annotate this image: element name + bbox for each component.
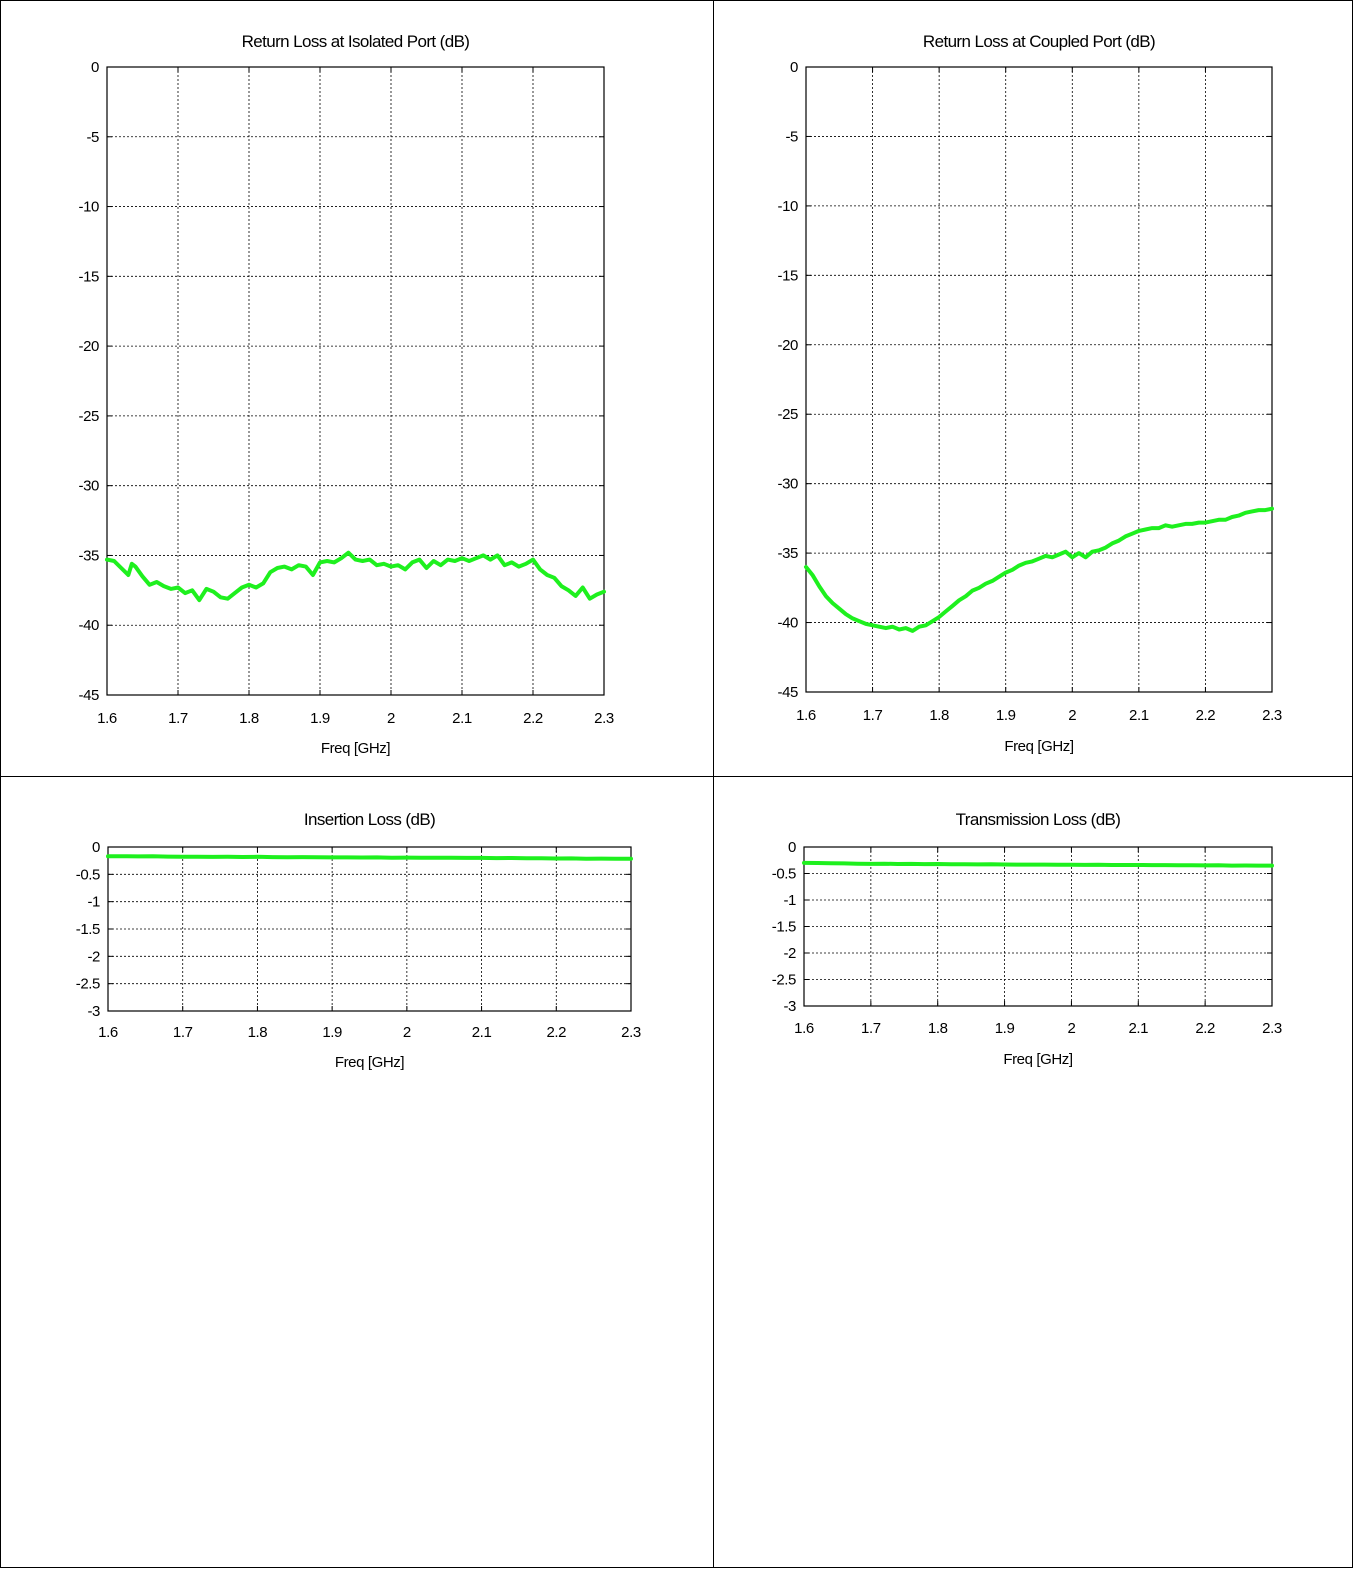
y-tick-label: -2 (87, 948, 100, 965)
y-tick-label: -2.5 (772, 972, 796, 989)
x-axis-label: Freq [GHz] (1003, 1051, 1073, 1068)
y-tick-label: -20 (79, 338, 100, 355)
series-line (105, 550, 606, 603)
x-tick-label: 1.6 (98, 1024, 118, 1041)
y-tick-label: -1 (87, 894, 100, 911)
y-tick-label: -15 (778, 267, 799, 284)
x-tick-label: 2 (403, 1024, 411, 1041)
x-tick-label: 1.9 (995, 1020, 1015, 1037)
x-tick-label: 2.2 (523, 710, 543, 727)
x-tick-label: 2.2 (546, 1024, 566, 1041)
y-tick-label: 0 (92, 839, 100, 856)
chart-coupled-port-return-loss: Return Loss at Coupled Port (dB) 1.6 1.7 1.… (778, 32, 1283, 755)
y-tick-label: -3 (783, 998, 796, 1015)
y-tick-label: -25 (79, 408, 100, 425)
chart-panel-isolated-port: Return Loss at Isolated Port (dB) 1.6 1.7 1… (0, 0, 714, 777)
y-tick-label: -2.5 (76, 976, 100, 993)
y-tick-label: -1.5 (76, 921, 100, 938)
chart-title: Insertion Loss (dB) (304, 810, 435, 829)
y-tick-label: -0.5 (772, 866, 796, 883)
y-tick-label: 0 (91, 59, 99, 76)
x-tick-label: 2.3 (621, 1024, 641, 1041)
x-tick-label: 1.8 (239, 710, 259, 727)
y-tick-label: -1.5 (772, 919, 796, 936)
y-tick-label: 0 (790, 59, 798, 76)
x-tick-label: 2.1 (1129, 707, 1149, 724)
x-tick-label: 2.3 (1262, 707, 1282, 724)
y-tick-label: -15 (79, 268, 100, 285)
y-tick-label: -35 (79, 547, 100, 564)
x-tick-label: 1.6 (97, 710, 117, 727)
chart-title: Return Loss at Isolated Port (dB) (242, 32, 470, 51)
chart-title: Transmission Loss (dB) (956, 810, 1121, 829)
plot-frame (805, 66, 1273, 693)
chart-transmission-loss: Transmission Loss (dB) 1.6 1.7 1.8 1.9 2 2.1 2.… (772, 810, 1283, 1068)
y-tick-label: -45 (778, 684, 799, 701)
y-tick-label: -35 (778, 545, 799, 562)
series-line (802, 860, 1274, 868)
chart-panel-coupled-port: Return Loss at Coupled Port (dB) 1.6 1.7 1.… (713, 0, 1353, 777)
x-tick-label: 1.6 (794, 1020, 814, 1037)
y-tick-label: -25 (778, 406, 799, 423)
x-tick-label: 1.7 (173, 1024, 193, 1041)
chart-isolated-port-return-loss: Return Loss at Isolated Port (dB) 1.6 1.7 1… (79, 32, 615, 757)
x-tick-label: 1.8 (929, 707, 949, 724)
x-tick-label: 1.7 (861, 1020, 881, 1037)
chart-insertion-loss: Insertion Loss (dB) 1.6 1.7 1.8 1.9 2 2.1 2.2 2.… (76, 810, 642, 1071)
x-tick-label: 2 (387, 710, 395, 727)
y-tick-label: 0 (788, 839, 796, 856)
y-tick-label: -40 (778, 615, 799, 632)
x-axis-label: Freq [GHz] (321, 740, 391, 757)
y-tick-label: -5 (86, 129, 99, 146)
y-tick-label: -20 (778, 337, 799, 354)
x-axis-label: Freq [GHz] (335, 1054, 405, 1071)
x-tick-label: 1.8 (928, 1020, 948, 1037)
x-axis-label: Freq [GHz] (1004, 738, 1074, 755)
chart-panel-insertion-loss: Insertion Loss (dB) 1.6 1.7 1.8 1.9 2 2.1 2.2 2.… (0, 776, 714, 1568)
chart-title: Return Loss at Coupled Port (dB) (923, 32, 1155, 51)
x-tick-label: 2 (1067, 1020, 1075, 1037)
x-tick-label: 2.1 (452, 710, 472, 727)
y-tick-label: -10 (79, 199, 100, 216)
x-tick-label: 1.8 (248, 1024, 268, 1041)
y-tick-label: -10 (778, 198, 799, 215)
y-tick-label: -30 (778, 476, 799, 493)
series-line (106, 854, 633, 861)
x-tick-label: 2.1 (1128, 1020, 1148, 1037)
x-tick-label: 2.1 (472, 1024, 492, 1041)
x-tick-label: 2.2 (1196, 707, 1216, 724)
x-tick-label: 1.9 (310, 710, 330, 727)
x-tick-label: 1.7 (863, 707, 883, 724)
series-line (804, 506, 1274, 633)
y-tick-label: -45 (79, 687, 100, 704)
x-tick-label: 2.3 (594, 710, 614, 727)
x-tick-label: 2.2 (1195, 1020, 1215, 1037)
x-tick-label: 1.6 (796, 707, 816, 724)
x-tick-label: 1.9 (996, 707, 1016, 724)
x-tick-label: 2.3 (1262, 1020, 1282, 1037)
y-tick-label: -5 (785, 128, 798, 145)
x-tick-label: 1.9 (322, 1024, 342, 1041)
x-tick-label: 2 (1068, 707, 1076, 724)
y-tick-label: -3 (87, 1003, 100, 1020)
y-tick-label: -1 (783, 892, 796, 909)
chart-panel-transmission-loss: Transmission Loss (dB) 1.6 1.7 1.8 1.9 2 2.1 2.… (713, 776, 1353, 1568)
y-tick-label: -30 (79, 478, 100, 495)
x-tick-label: 1.7 (168, 710, 188, 727)
y-tick-label: -2 (783, 945, 796, 962)
y-tick-label: -40 (79, 617, 100, 634)
plot-frame (106, 66, 605, 696)
y-tick-label: -0.5 (76, 866, 100, 883)
